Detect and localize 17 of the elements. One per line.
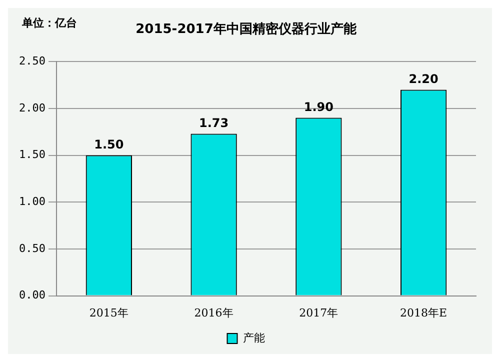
x-tick-label: 2018年E	[400, 306, 448, 320]
x-tick-label: 2015年	[89, 306, 128, 320]
y-tick-label: 2.00	[18, 101, 46, 114]
y-tick-label: 1.50	[18, 148, 46, 162]
text: 单位：亿台	[21, 16, 77, 30]
y-tick-label: 2.50	[18, 54, 46, 68]
data-label: 1.73	[199, 116, 229, 130]
data-label: 2.20	[408, 72, 438, 86]
y-tick-label: 0.00	[18, 288, 46, 302]
y-tick-label: 1.00	[18, 194, 46, 208]
data-label: 1.50	[94, 137, 124, 152]
y-tick-label: 0.50	[18, 242, 46, 255]
x-tick-label: 2017年	[299, 306, 338, 320]
x-tick-label: 2016年	[194, 306, 234, 320]
data-label: 1.90	[304, 100, 334, 114]
legend-label: 产能	[242, 331, 265, 344]
chart-title: 2015-2017年中国精密仪器行业产能	[136, 21, 358, 38]
